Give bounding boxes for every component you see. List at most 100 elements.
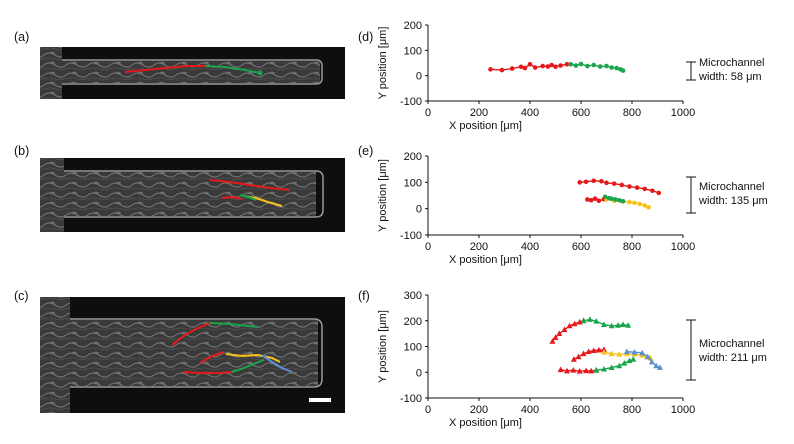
data-point-blue-mid — [623, 348, 630, 355]
data-point-red-top — [604, 180, 609, 186]
data-point-green-top — [580, 317, 587, 324]
data-point-red-mid — [575, 353, 582, 360]
data-point-red — [522, 65, 528, 71]
data-point-red — [527, 61, 533, 67]
data-point-red-low — [557, 366, 564, 373]
data-point-yellow — [637, 201, 642, 207]
data-point-green — [613, 197, 618, 202]
data-point-green — [609, 196, 614, 201]
data-point-blue-mid — [644, 353, 651, 360]
data-point-green — [578, 61, 584, 67]
y-tick-label: 0 — [416, 204, 422, 216]
annotation-d: Microchannel width: 58 μm — [686, 57, 764, 83]
data-point-yellow — [646, 205, 651, 210]
data-point-red-top — [591, 178, 597, 184]
data-point-green — [585, 63, 590, 69]
data-point-green-top — [620, 321, 627, 328]
data-point-green-low — [608, 364, 615, 371]
x-tick-label: 0 — [425, 107, 431, 119]
data-point-blue-mid — [653, 362, 660, 369]
x-tick-label: 200 — [470, 107, 488, 119]
data-point-red-low — [570, 366, 577, 373]
x-tick-label: 1000 — [671, 107, 695, 119]
x-tick-label: 1000 — [671, 241, 695, 253]
x-tick-label: 200 — [470, 241, 488, 253]
panel-label-d: (d) — [358, 30, 373, 44]
x-tick-label: 600 — [572, 404, 590, 416]
data-point-yellow — [642, 203, 648, 208]
y-tick-label: -100 — [400, 96, 422, 108]
panel-label-a: (a) — [14, 30, 29, 44]
annotation-e: Microchannel width: 135 μm — [686, 176, 768, 214]
data-point-red-mid — [585, 348, 592, 355]
data-point-red — [518, 64, 524, 70]
y-tick-label: 200 — [404, 316, 422, 328]
data-point-red-low — [563, 367, 570, 374]
micrograph-c — [40, 297, 345, 413]
data-point-red — [488, 67, 493, 72]
data-point-red-top — [577, 180, 583, 185]
data-point-green — [620, 198, 626, 204]
annotation-d-line1: Microchannel — [699, 57, 764, 69]
scale-bar — [309, 398, 331, 402]
data-point-red-top — [599, 178, 604, 184]
data-point-red-top — [561, 326, 568, 333]
data-point-red-top — [650, 188, 655, 194]
series-line-red-top — [579, 180, 659, 194]
data-point-red-top — [642, 186, 648, 192]
x-tick-label: 800 — [623, 404, 641, 416]
data-point-red — [499, 67, 505, 73]
data-point-red — [558, 63, 563, 68]
data-point-green — [597, 64, 603, 69]
x-tick-label: 200 — [470, 404, 488, 416]
y-tick-label: 100 — [404, 177, 422, 189]
y-tick-label: -100 — [400, 230, 422, 242]
x-axis-label: X position [μm] — [449, 417, 522, 429]
data-point-red-top — [656, 190, 662, 196]
data-point-green-top — [600, 321, 607, 328]
data-point-yellow-mid — [616, 351, 623, 357]
x-tick-label: 0 — [425, 241, 431, 253]
annotation-f-line1: Microchannel — [699, 338, 764, 350]
data-point-red — [553, 64, 558, 70]
data-point-green-low — [593, 366, 600, 373]
data-point-green — [609, 65, 614, 70]
annotation-d-line2: width: 58 μm — [698, 71, 762, 83]
y-tick-label: 300 — [404, 290, 422, 302]
micrograph-a — [40, 47, 345, 99]
data-point-green — [604, 63, 609, 69]
x-tick-label: 600 — [572, 107, 590, 119]
data-point-red-top — [556, 330, 563, 337]
data-point-red-mid — [595, 346, 602, 353]
x-tick-label: 800 — [623, 107, 641, 119]
x-tick-label: 400 — [521, 404, 539, 416]
x-tick-label: 0 — [425, 404, 431, 416]
data-point-red-mid — [570, 356, 577, 362]
data-point-yellow-mid — [600, 348, 607, 355]
data-point-green-top — [608, 322, 615, 329]
data-point-green — [614, 65, 619, 71]
annotation-f-line2: width: 211 μm — [698, 352, 767, 364]
data-point-red-top — [566, 322, 573, 329]
data-point-yellow — [632, 200, 637, 206]
data-point-red-low — [576, 368, 583, 374]
data-point-red — [509, 66, 515, 71]
data-point-red — [532, 65, 538, 70]
data-point-green — [568, 61, 574, 67]
y-axis-label: Y position [μm] — [377, 159, 389, 232]
data-point-red-low — [596, 198, 602, 204]
data-point-blue-mid — [631, 348, 638, 355]
data-point-red-low — [592, 196, 598, 201]
panel-label-e: (e) — [358, 144, 373, 158]
data-point-green-low — [600, 365, 607, 372]
data-point-red-low — [588, 367, 595, 374]
panel-label-f: (f) — [358, 289, 370, 303]
annotation-e-line1: Microchannel — [699, 181, 764, 193]
data-point-green-top — [614, 322, 621, 328]
data-point-blue-mid — [648, 358, 655, 365]
data-point-blue-mid — [639, 349, 646, 356]
panel-label-c: (c) — [14, 289, 29, 303]
y-axis-label: Y position [μm] — [377, 27, 389, 100]
data-point-red-top — [619, 182, 625, 188]
y-tick-label: 0 — [416, 71, 422, 83]
